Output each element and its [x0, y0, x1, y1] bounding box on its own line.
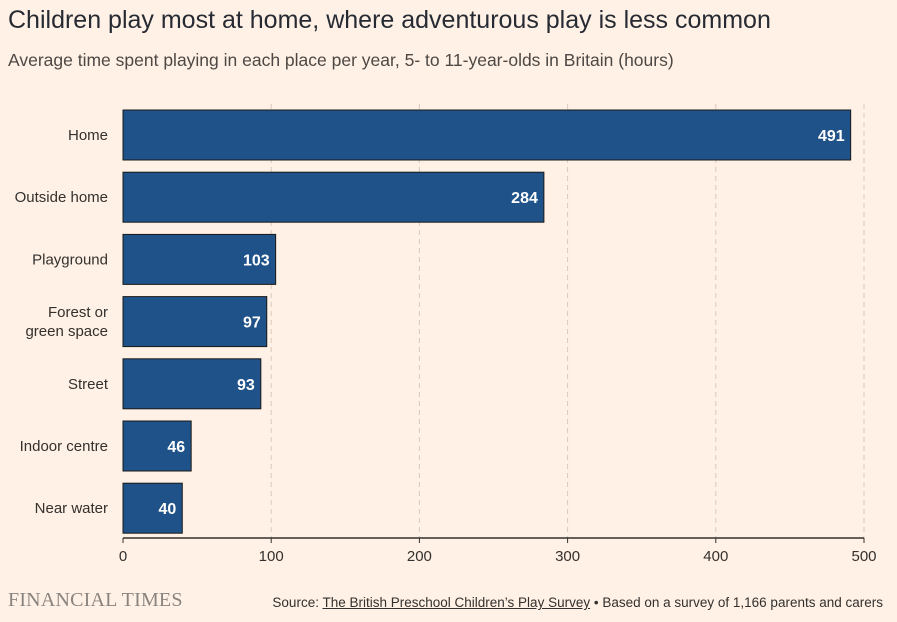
data-label: 40 — [158, 501, 176, 518]
data-label: 46 — [167, 439, 185, 456]
category-label: Outside home — [15, 189, 108, 206]
bar — [122, 171, 545, 223]
financial-times-logo: FINANCIAL TIMES — [8, 589, 183, 611]
bar — [122, 233, 277, 285]
data-label: 284 — [511, 190, 538, 207]
x-tick-label: 0 — [119, 548, 127, 565]
bar — [122, 296, 268, 348]
data-label: 491 — [818, 128, 845, 145]
category-label: Street — [68, 376, 109, 393]
category-label: Indoor centre — [20, 438, 108, 455]
data-label: 103 — [243, 252, 270, 269]
category-label: Playground — [32, 251, 108, 268]
category-label: Forest or green space — [25, 304, 108, 340]
source-note: Source: The British Preschool Children’s… — [272, 595, 883, 610]
bar — [122, 358, 262, 410]
x-tick-label: 400 — [703, 548, 728, 565]
x-tick-label: 200 — [407, 548, 432, 565]
chart-subtitle: Average time spent playing in each place… — [8, 50, 674, 70]
bar — [122, 109, 852, 161]
bar — [122, 482, 183, 534]
x-tick-label: 500 — [851, 548, 876, 565]
data-label: 93 — [237, 377, 255, 394]
category-label: Near water — [35, 500, 108, 517]
x-tick-label: 100 — [259, 548, 284, 565]
bar — [122, 420, 192, 472]
source-link[interactable]: The British Preschool Children’s Play Su… — [322, 595, 591, 610]
chart-title: Children play most at home, where advent… — [8, 6, 771, 34]
x-tick-label: 300 — [555, 548, 580, 565]
source-prefix: Source: — [272, 595, 323, 610]
data-label: 97 — [243, 315, 261, 332]
category-label: Home — [68, 127, 108, 144]
source-suffix: • Based on a survey of 1,166 parents and… — [590, 595, 883, 610]
